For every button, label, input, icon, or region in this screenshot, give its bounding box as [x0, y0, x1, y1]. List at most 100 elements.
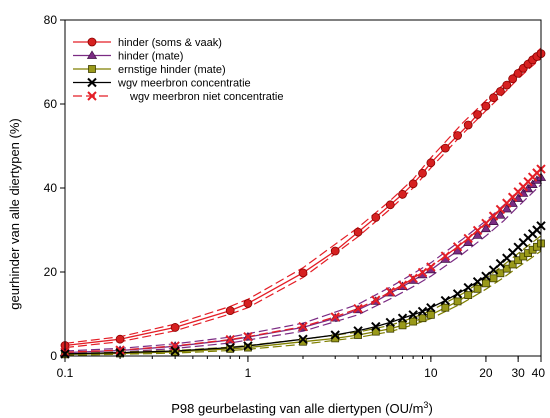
legend-item-ernstige-hinder-mate: ernstige hinder (mate): [73, 64, 226, 76]
wgv-meerbron-niet-concentratie-point: [330, 312, 340, 322]
ernstige-hinder-mate-point: [426, 310, 435, 319]
x-axis-label-end: ): [428, 401, 432, 416]
x-tick-label: 40: [532, 366, 546, 380]
wgv-meerbron-concentratie-point: [397, 313, 408, 323]
ernstige-hinder-mate-point: [244, 343, 252, 352]
legend-label: wgv meerbron niet concentratie: [129, 91, 283, 103]
hinder-soms-vaak-point: [408, 179, 418, 189]
wgv-meerbron-niet-concentratie-point: [463, 233, 473, 244]
x-axis-label-superscript: 3: [423, 400, 428, 410]
hinder-soms-vaak-point: [473, 110, 482, 119]
wgv-meerbron-niet-concentratie-point: [408, 273, 418, 284]
wgv-meerbron-niet-concentratie-point: [472, 225, 483, 236]
ernstige-hinder-mate-point: [441, 303, 450, 312]
wgv-meerbron-concentratie-point: [371, 321, 381, 332]
wgv-meerbron-concentratie-point: [408, 310, 418, 320]
hinder-soms-vaak-point: [371, 212, 381, 222]
hinder-soms-vaak-point: [115, 334, 125, 344]
legend-item-hinder-soms-vaak: hinder (soms & vaak): [73, 37, 222, 49]
wgv-meerbron-concentratie-point: [243, 341, 253, 351]
x-tick-label: 20: [479, 366, 493, 380]
wgv-meerbron-niet-concentratie-point: [397, 280, 408, 290]
x-axis-label-main: P98 geurbelasting van alle diertypen (OU…: [171, 401, 423, 416]
y-tick-label: 20: [44, 265, 58, 279]
ernstige-hinder-mate-point: [418, 314, 427, 323]
hinder-soms-vaak-point: [330, 246, 340, 256]
hinder-soms-vaak-point: [440, 143, 450, 153]
hinder-mate-point: [507, 198, 518, 207]
hinder-mate-point: [480, 223, 492, 233]
legend-label: hinder (mate): [118, 51, 183, 63]
wgv-meerbron-concentratie-point: [385, 317, 395, 328]
hinder-mate-point: [488, 216, 499, 225]
wgv-meerbron-niet-concentratie-point: [426, 262, 436, 272]
ernstige-hinder-mate-point: [502, 264, 511, 273]
legend-item-hinder-mate: hinder (mate): [73, 50, 183, 63]
hinder-soms-vaak-point: [353, 227, 363, 237]
wgv-meerbron-concentratie-point: [452, 289, 463, 299]
hinder-soms-vaak-point: [453, 131, 462, 140]
hinder-mate-point: [472, 230, 483, 239]
hinder-soms-vaak-point: [502, 80, 512, 90]
x-tick-label: 1: [245, 366, 252, 380]
hinder-soms-vaak-point: [489, 93, 498, 103]
wgv-meerbron-niet-concentratie-point: [371, 295, 381, 305]
wgv-meerbron-niet-concentratie-point: [481, 218, 491, 228]
hinder-mate-point: [501, 203, 512, 213]
legend-swatch-marker: [87, 91, 97, 101]
legend: hinder (soms & vaak) hinder (mate)ernstig…: [73, 37, 283, 103]
ernstige-hinder-mate-point: [464, 291, 473, 300]
ernstige-hinder-mate-point: [482, 279, 490, 288]
wgv-meerbron-concentratie-point: [225, 342, 235, 353]
legend-label: ernstige hinder (mate): [118, 64, 226, 76]
hinder-soms-vaak-point: [170, 323, 180, 332]
y-tick-label: 80: [44, 13, 58, 27]
hinder-soms-vaak-point: [225, 306, 235, 316]
hinder-soms-vaak-point: [508, 74, 518, 84]
x-tick-label: 0.1: [57, 366, 74, 380]
wgv-meerbron-concentratie-point: [170, 346, 180, 356]
legend-label: hinder (soms & vaak): [118, 37, 222, 49]
wgv-meerbron-niet-concentratie-point: [298, 321, 308, 332]
wgv-meerbron-niet-concentratie-point: [353, 303, 363, 314]
wgv-meerbron-niet-concentratie-point: [452, 242, 463, 252]
y-axis-label: geurhinder van alle diertypen (%): [7, 118, 22, 310]
legend-swatch-marker: [88, 65, 96, 73]
x-tick-label: 10: [424, 366, 438, 380]
wgv-meerbron-concentratie-point: [330, 330, 340, 340]
ernstige-hinder-mate-point: [473, 284, 482, 293]
legend-swatch-marker: [87, 77, 97, 88]
legend-item-wgv-meerbron-niet-concentratie: wgv meerbron niet concentratie: [73, 91, 283, 103]
wgv-meerbron-concentratie-point: [353, 326, 363, 336]
wgv-meerbron-niet-concentratie-point: [385, 287, 395, 297]
hinder-soms-vaak-point: [243, 299, 253, 308]
wgv-meerbron-niet-concentratie-point: [243, 331, 253, 342]
legend-label: wgv meerbron concentratie: [117, 78, 251, 90]
ernstige-hinder-mate-point: [453, 297, 462, 306]
wgv-meerbron-concentratie-point: [472, 276, 483, 287]
wgv-meerbron-niet-concentratie-point: [225, 334, 235, 345]
ernstige-hinder-mate-point: [508, 260, 517, 269]
y-tick-label: 40: [44, 181, 58, 195]
hinder-mate-point: [495, 210, 506, 219]
axes: 0 20 40 60 80 0.1 1 10 20 30 40: [44, 13, 546, 380]
wgv-meerbron-concentratie-point: [417, 306, 428, 317]
ernstige-hinder-mate-point: [371, 327, 380, 336]
y-tick-label: 0: [50, 349, 57, 363]
ernstige-hinder-mate-point: [386, 324, 395, 333]
series-markers: [59, 49, 547, 359]
ernstige-hinder-mate-point: [398, 321, 407, 330]
hinder-soms-vaak-point: [418, 168, 427, 178]
wgv-meerbron-niet-concentratie-point: [417, 267, 428, 278]
y-tick-label: 60: [44, 97, 58, 111]
ernstige-hinder-mate-point: [409, 317, 418, 326]
wgv-meerbron-niet-concentratie-point: [440, 251, 451, 261]
wgv-meerbron-concentratie-point: [440, 295, 451, 306]
wgv-meerbron-concentratie-point: [298, 334, 308, 344]
hinder-soms-vaak-point: [463, 120, 473, 130]
legend-swatch-marker: [86, 50, 98, 59]
wgv-meerbron-niet-concentratie-point: [115, 345, 125, 355]
legend-swatch-marker: [87, 37, 97, 47]
wgv-meerbron-concentratie-point: [481, 271, 491, 281]
